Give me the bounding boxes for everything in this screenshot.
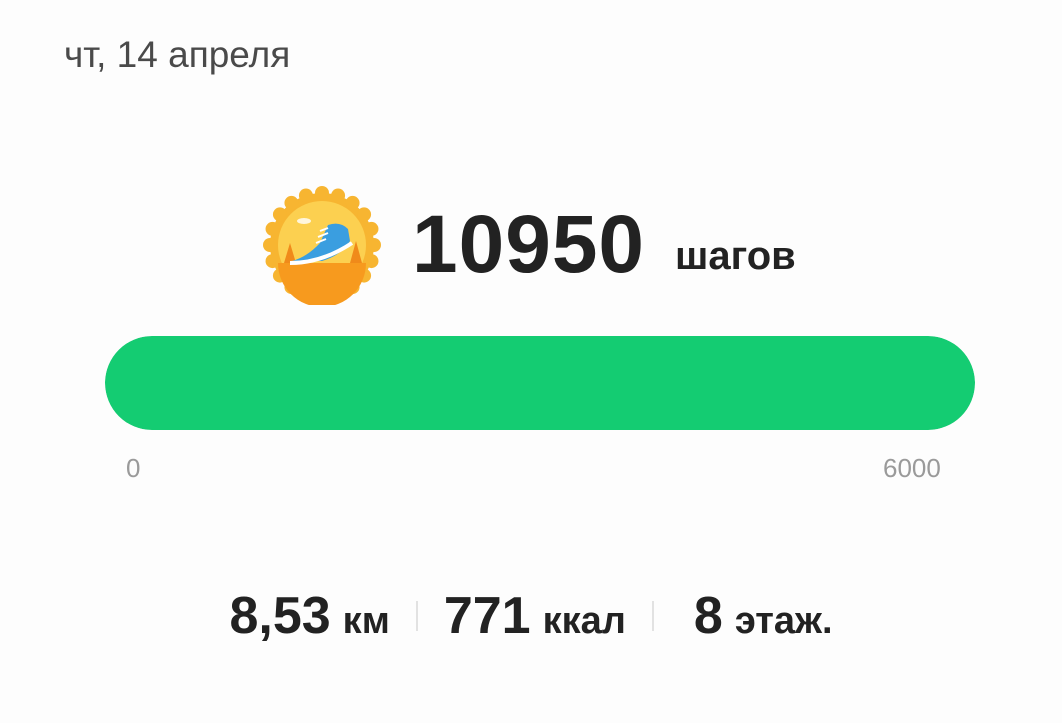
progress-max-label: 6000 [883,453,941,483]
progress-min-label: 0 [126,453,141,483]
divider [651,601,654,631]
distance-value: 8,53 [229,587,331,645]
steps-progress-bar [105,336,975,430]
steps-progress-fill [105,336,975,430]
floors-unit: этаж. [734,600,833,642]
date-label: чт, 14 апреля [64,34,291,75]
running-shoe-badge-icon [263,186,381,305]
calories-value: 771 [443,587,531,645]
floors-value: 8 [693,587,723,645]
steps-header: 10950 шагов [262,185,796,305]
divider [415,601,418,631]
calories-stat: 771 ккал [444,586,626,646]
distance-unit: км [342,600,390,642]
stats-row: 8,53 км 771 ккал 8 этаж. [0,586,1062,646]
steps-count: 10950 [412,199,646,290]
calories-unit: ккал [542,600,626,642]
steps-unit: шагов [675,233,796,278]
distance-stat: 8,53 км [229,586,389,646]
floors-stat: 8 этаж. [694,586,833,646]
